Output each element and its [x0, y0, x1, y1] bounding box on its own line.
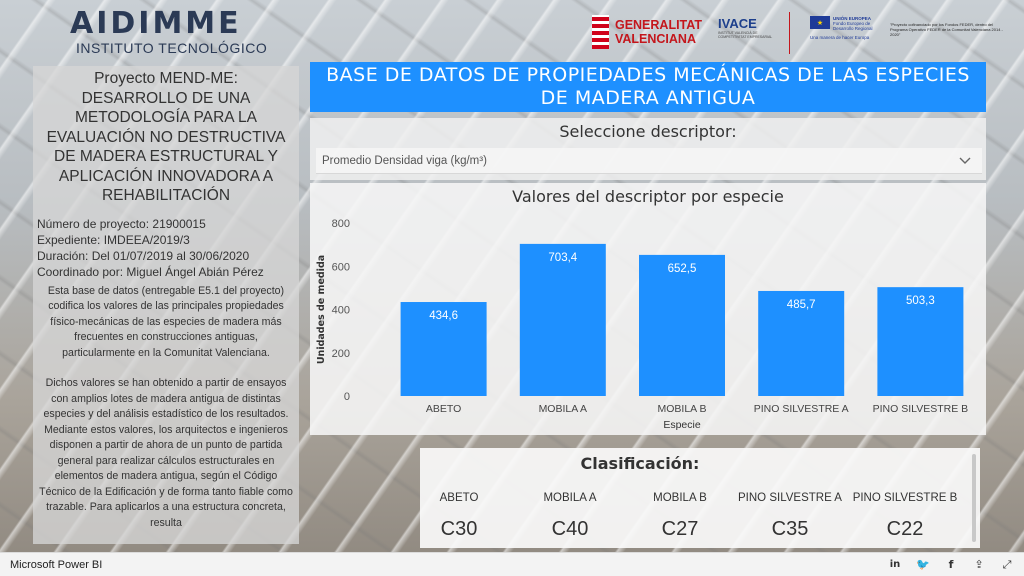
y-tick-label: 0 — [344, 391, 350, 403]
y-axis-label: Unidades de medida — [316, 255, 327, 364]
aidimme-logo-subtitle: INSTITUTO TECNOLÓGICO — [76, 40, 268, 56]
project-duration: Duración: Del 01/07/2019 al 30/06/2020 — [37, 248, 250, 263]
generalitat-emblem-icon — [592, 15, 609, 49]
classification-item: MOBILA B C27 — [625, 492, 735, 541]
chart-bar — [639, 254, 725, 396]
classification-grade: C35 — [771, 518, 809, 540]
project-title: Proyecto MEND-ME: DESARROLLO DE UNA METO… — [46, 70, 286, 204]
report-canvas: AIDIMME INSTITUTO TECNOLÓGICO GENERALITA… — [33, 7, 1003, 548]
ivace-logo: IVACE INSTITUT VALENCIÀ DE COMPETITIVITA… — [718, 16, 774, 48]
powerbi-link[interactable]: Microsoft Power BI — [10, 558, 103, 571]
descriptor-dropdown[interactable]: Promedio Densidad viga (kg/m³) — [316, 148, 982, 174]
classification-species: ABETO — [439, 492, 479, 504]
twitter-icon[interactable]: 🐦 — [916, 558, 930, 571]
classification-grade: C22 — [886, 518, 924, 540]
classification-species: PINO SILVESTRE B — [852, 492, 958, 504]
chart-title: Valores del descriptor por especie — [512, 187, 784, 206]
x-axis-label: Especie — [663, 419, 701, 431]
chart-bar — [519, 243, 606, 396]
fullscreen-icon[interactable]: ⤢ — [1002, 557, 1012, 571]
generalitat-line1: GENERALITAT — [614, 18, 702, 32]
generalitat-line2: VALENCIANA — [614, 32, 696, 46]
generalitat-logo: GENERALITAT VALENCIANA — [592, 12, 702, 52]
bar-data-label: 652,5 — [668, 263, 697, 275]
y-tick-label: 400 — [332, 305, 350, 317]
linkedin-icon[interactable]: in — [889, 559, 901, 570]
bar-data-label: 703,4 — [548, 252, 577, 264]
y-tick-label: 200 — [332, 348, 350, 360]
classification-species: MOBILA B — [653, 492, 707, 504]
classification-grade: C40 — [551, 518, 589, 540]
descriptor-slicer: Seleccione descriptor: Promedio Densidad… — [310, 118, 986, 180]
eu-line2: Fondo Europeo de Desarrollo Regional — [833, 21, 873, 31]
project-meta: Número de proyecto: 21900015 Expediente:… — [33, 206, 299, 280]
project-info-panel: Proyecto MEND-ME: DESARROLLO DE UNA METO… — [33, 66, 299, 544]
y-tick-label: 600 — [332, 261, 350, 273]
project-number: Número de proyecto: 21900015 — [37, 216, 206, 231]
species-bar-chart: Valores del descriptor por especie 0 200 4… — [310, 183, 986, 435]
x-tick-label: MOBILA A — [539, 403, 587, 415]
bar-data-label: 485,7 — [787, 299, 816, 311]
project-description: Esta base de datos (entregable E5.1 del … — [33, 280, 299, 532]
classification-species: PINO SILVESTRE A — [738, 492, 842, 504]
eu-line1: UNIÓN EUROPEA — [833, 16, 872, 21]
feder-cofinancing-note: "Proyecto cofinanciado por los Fondos FE… — [890, 22, 1003, 37]
x-tick-label: PINO SILVESTRE A — [754, 403, 849, 415]
powerbi-footer: Microsoft Power BI in 🐦 f ⇪ ⤢ — [0, 552, 1024, 576]
chart-bar — [400, 302, 487, 396]
classification-scrollbar[interactable] — [972, 454, 976, 542]
eu-line3: Una manera de hacer Europa — [810, 35, 870, 40]
logo-divider — [789, 12, 790, 54]
project-file: Expediente: IMDEEA/2019/3 — [37, 232, 190, 247]
project-description-p1: Esta base de datos (entregable E5.1 del … — [47, 284, 285, 359]
aidimme-logo: AIDIMME INSTITUTO TECNOLÓGICO — [70, 8, 290, 58]
chevron-down-icon — [959, 157, 971, 164]
slicer-title: Seleccione descriptor: — [559, 122, 737, 141]
report-title-banner: BASE DE DATOS DE PROPIEDADES MECÁNICAS D… — [310, 62, 986, 112]
bar-data-label: 434,6 — [429, 310, 458, 322]
project-coordinator: Coordinado por: Miguel Ángel Abián Pérez — [37, 264, 264, 279]
chart-bar — [877, 287, 964, 396]
project-description-p2: Dichos valores se han obtenido a partir … — [39, 377, 293, 529]
facebook-icon[interactable]: f — [948, 558, 954, 571]
y-tick-label: 800 — [332, 218, 350, 230]
classification-grade: C30 — [440, 518, 478, 540]
x-tick-label: PINO SILVESTRE B — [873, 403, 969, 415]
classification-item: PINO SILVESTRE A C35 — [735, 492, 845, 541]
aidimme-logo-text: AIDIMME — [70, 6, 242, 41]
chart-bar — [758, 290, 845, 396]
eu-logo: ★ UNIÓN EUROPEA Fondo Europeo de Desarro… — [810, 16, 880, 50]
share-icon[interactable]: ⇪ — [974, 558, 984, 571]
classification-item: PINO SILVESTRE B C22 — [850, 492, 960, 541]
x-tick-label: MOBILA B — [657, 403, 706, 415]
x-tick-label: ABETO — [426, 403, 461, 415]
ivace-logo-text: IVACE — [718, 16, 757, 31]
classification-item: ABETO C30 — [404, 492, 514, 541]
eu-flag-icon: ★ — [810, 16, 830, 29]
share-toolbar: in 🐦 f ⇪ ⤢ — [888, 558, 1014, 572]
classification-grade: C27 — [661, 518, 699, 540]
ivace-logo-subtitle: INSTITUT VALENCIÀ DE COMPETITIVITAT EMPR… — [718, 31, 773, 39]
bar-data-label: 503,3 — [906, 295, 935, 307]
chart-svg: 0 200 400 600 800 Unidades de medida 434,6 ABET… — [316, 218, 969, 431]
classification-item: MOBILA A C40 — [515, 492, 625, 541]
classification-panel: Clasificación: ABETO C30 MOBILA A C40 MO… — [420, 448, 980, 548]
descriptor-selected-value: Promedio Densidad viga (kg/m³) — [322, 154, 487, 167]
classification-species: MOBILA A — [543, 492, 597, 504]
classification-title: Clasificación: — [580, 454, 700, 473]
